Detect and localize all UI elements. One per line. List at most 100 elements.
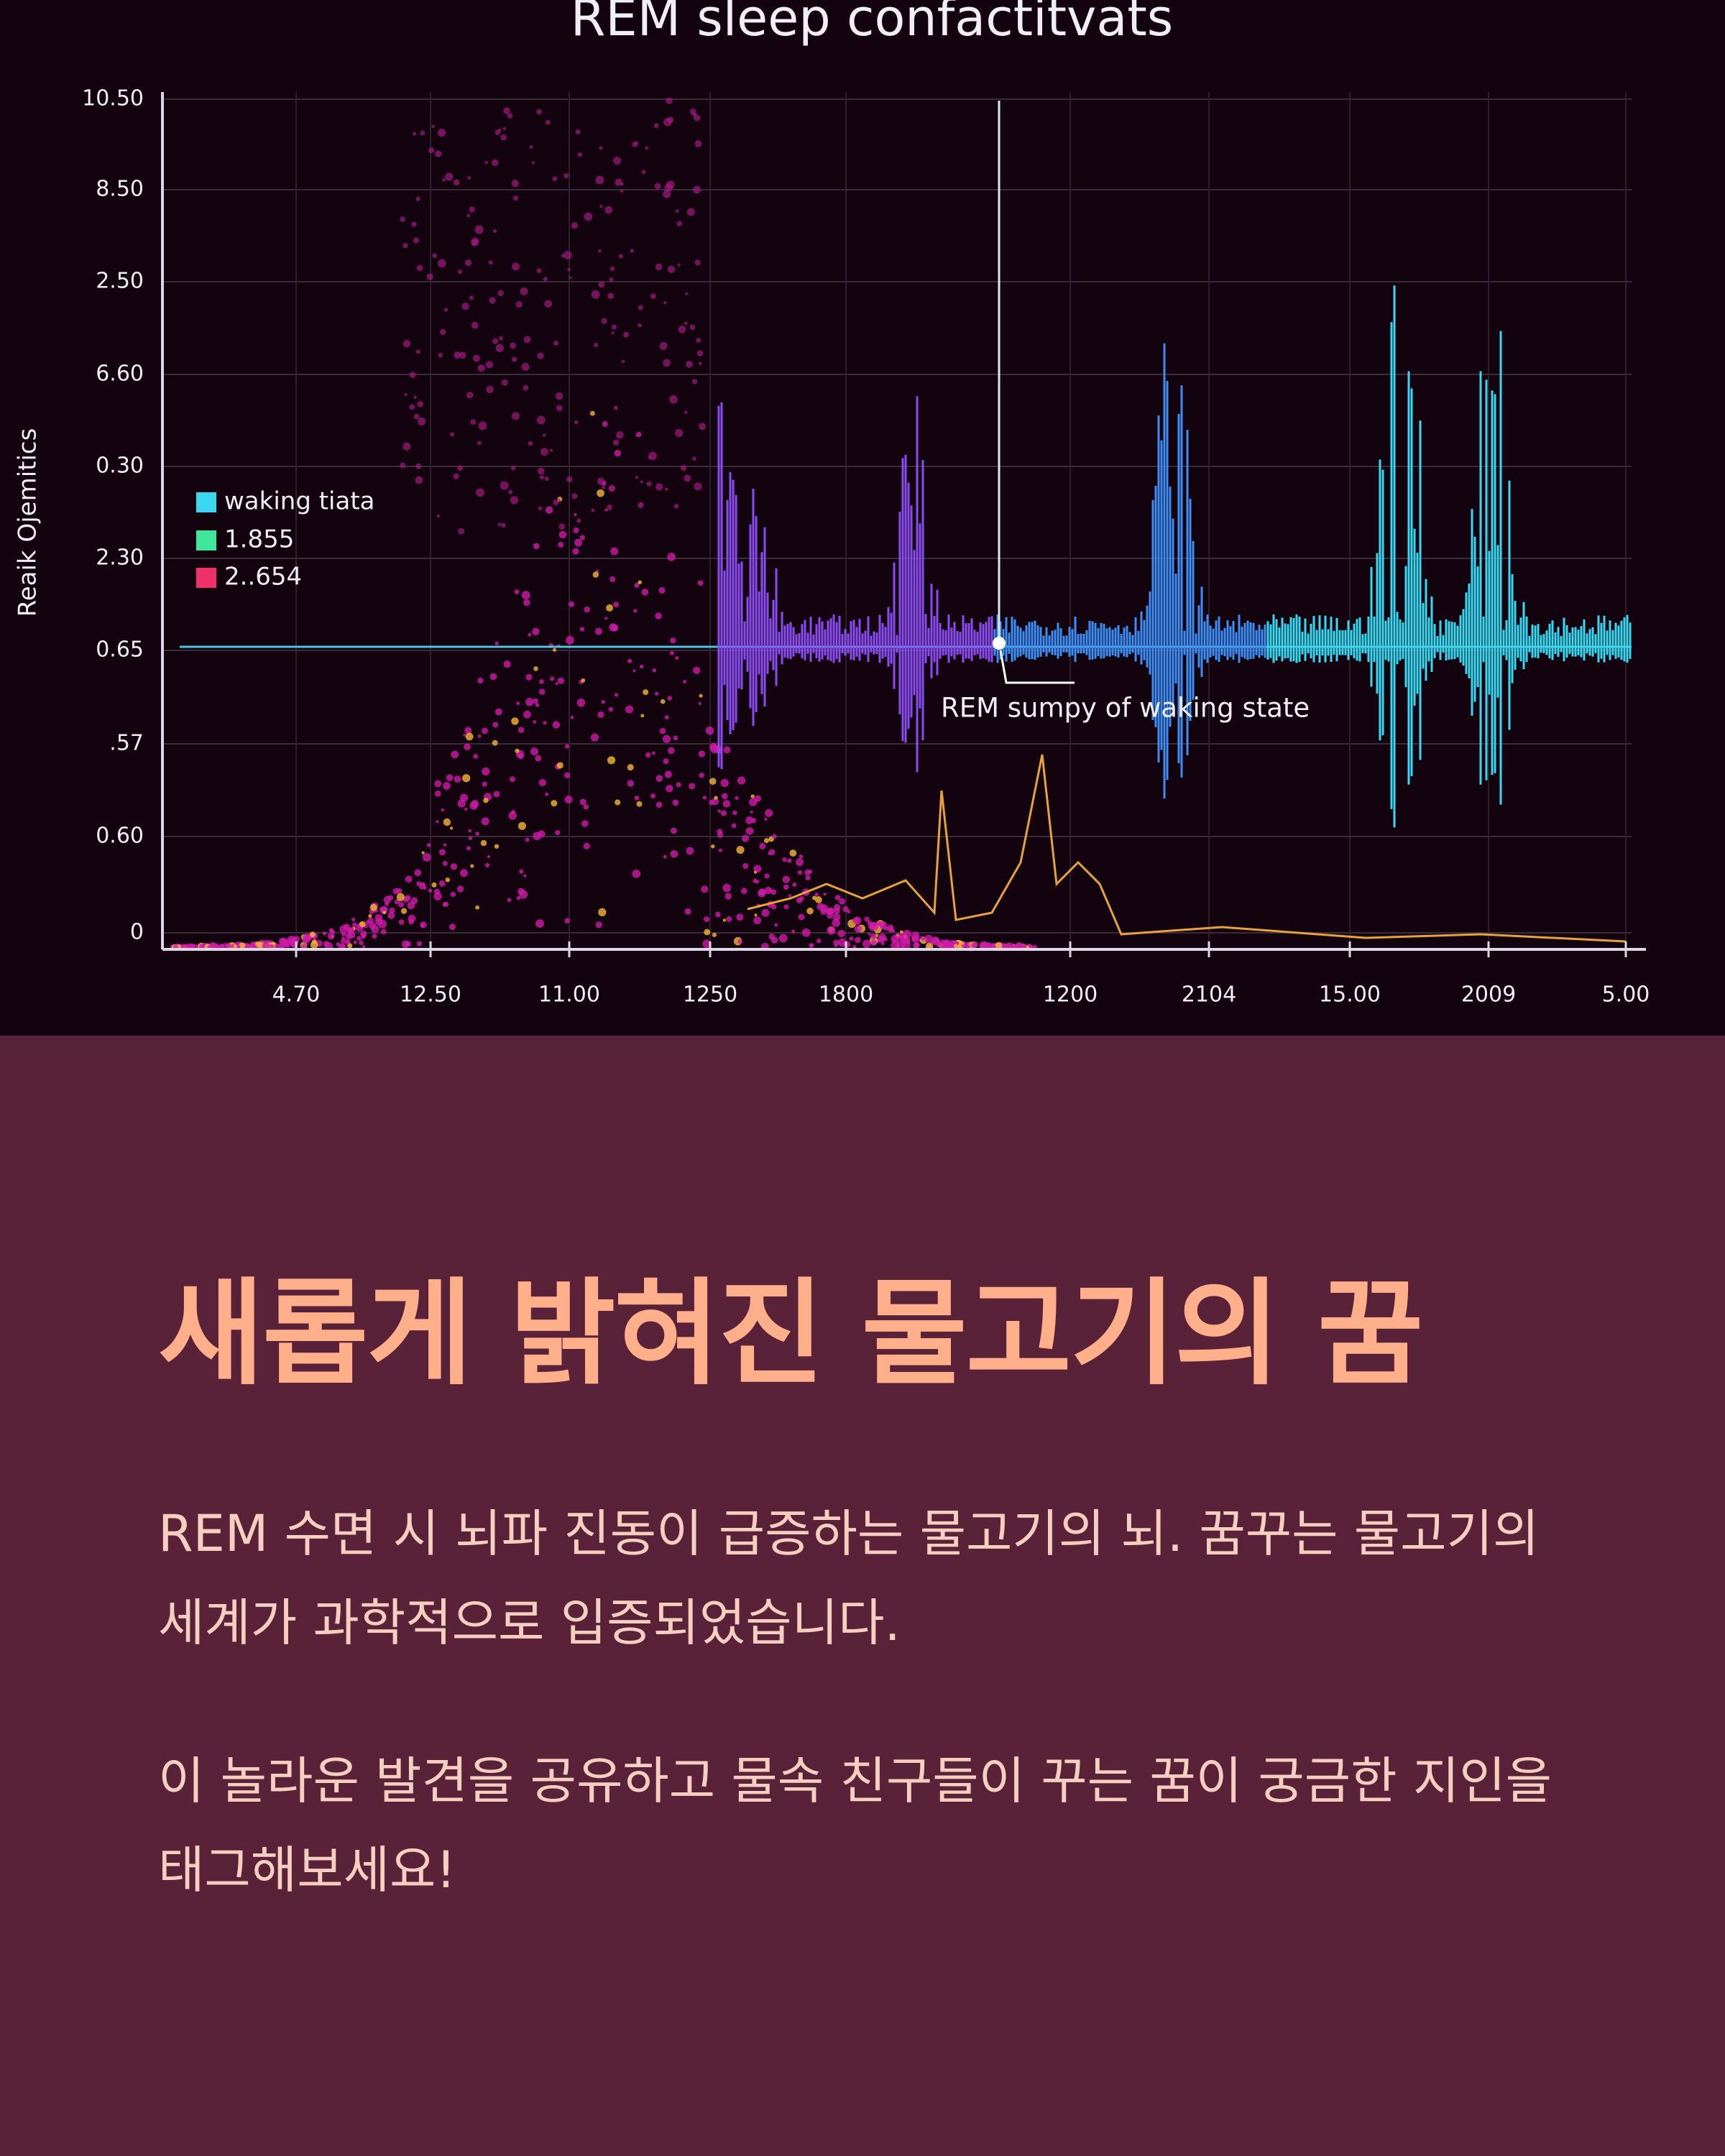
scatter-dot <box>599 204 603 208</box>
scatter-dot <box>415 349 420 354</box>
scatter-dot <box>523 336 531 344</box>
scatter-dot <box>615 178 622 186</box>
scatter-dot <box>446 774 454 782</box>
scatter-dot <box>493 791 500 798</box>
scatter-dot <box>494 708 502 716</box>
scatter-dot <box>535 755 542 762</box>
scatter-dot <box>470 864 474 868</box>
scatter-dot <box>753 865 762 873</box>
scatter-dot <box>428 888 433 893</box>
scatter-dot <box>269 944 275 949</box>
scatter-dot <box>686 847 694 855</box>
scatter-dot <box>485 361 493 369</box>
scatter-dot <box>486 385 494 394</box>
scatter-dot <box>549 448 553 452</box>
scatter-dot <box>538 830 546 838</box>
scatter-dot <box>676 782 681 788</box>
scatter-dot <box>341 936 345 940</box>
scatter-dot <box>575 129 581 135</box>
scatter-dot <box>327 932 335 940</box>
scatter-dot <box>609 623 617 632</box>
scatter-dot <box>654 183 661 190</box>
scatter-dot <box>663 359 671 367</box>
scatter-dot <box>310 941 318 949</box>
scatter-dot <box>636 801 643 807</box>
scatter-dot <box>426 273 433 280</box>
scatter-dot <box>462 774 471 783</box>
scatter-dot <box>494 641 499 645</box>
scatter-dot <box>816 939 822 944</box>
scatter-dot <box>878 939 881 943</box>
scatter-dot <box>368 913 372 918</box>
scatter-dot <box>645 752 651 758</box>
scatter-dot <box>710 745 719 754</box>
scatter-dot <box>849 936 854 941</box>
scatter-dot <box>570 716 574 719</box>
scatter-dot <box>500 522 506 528</box>
scatter-dot <box>650 293 656 300</box>
scatter-dot <box>814 896 822 903</box>
scatter-dot <box>426 842 431 847</box>
scatter-dot <box>641 589 649 596</box>
scatter-dot <box>750 810 753 814</box>
scatter-dot <box>796 858 804 867</box>
scatter-dot <box>544 476 549 481</box>
scatter-dot <box>754 913 758 917</box>
scatter-dot <box>497 290 504 297</box>
scatter-dot <box>601 318 607 324</box>
scatter-dot <box>218 944 224 949</box>
scatter-dot <box>312 939 317 944</box>
pointer-dot <box>993 637 1006 650</box>
scatter-dot <box>639 664 644 669</box>
scatter-dot <box>789 849 797 857</box>
scatter-dot <box>468 836 473 840</box>
scatter-dot <box>806 907 814 915</box>
scatter-dot <box>663 758 669 765</box>
scatter-dot <box>411 221 417 227</box>
scatter-dot <box>408 918 414 925</box>
scatter-dot <box>346 940 350 944</box>
scatter-dot <box>323 941 329 947</box>
scatter-dot <box>632 669 636 673</box>
scatter-dot <box>611 324 617 330</box>
scatter-dot <box>442 902 448 907</box>
scatter-dot <box>796 897 803 904</box>
scatter-dot <box>359 921 366 928</box>
y-tick-label: 2.50 <box>96 269 144 294</box>
scatter-dot <box>436 820 439 824</box>
scatter-dot <box>518 753 524 760</box>
scatter-dot <box>801 928 811 937</box>
x-tick-label: 4.70 <box>272 982 321 1008</box>
scatter-dot <box>655 612 662 619</box>
scatter-dot <box>409 404 415 410</box>
scatter-dot <box>870 939 878 946</box>
scatter-dot <box>701 885 709 893</box>
scatter-dot <box>696 338 702 343</box>
scatter-dot <box>564 772 571 778</box>
scatter-dot <box>592 571 599 578</box>
scatter-dot <box>398 919 405 925</box>
paragraph: REM 수면 시 뇌파 진동이 급증하는 물고기의 뇌. 꿈꾸는 물고기의 세계… <box>158 1504 1540 1652</box>
scatter-dot <box>515 748 520 753</box>
scatter-dot <box>618 254 623 259</box>
scatter-dot <box>686 208 695 216</box>
scatter-dot <box>715 911 721 918</box>
scatter-dot <box>437 128 446 137</box>
scatter-dot <box>675 655 679 660</box>
scatter-dot <box>884 926 889 931</box>
scatter-dot <box>635 476 639 479</box>
scatter-dot <box>463 733 466 737</box>
scatter-dot <box>438 352 443 358</box>
scatter-dot <box>440 328 446 336</box>
y-tick-label: 8.50 <box>96 177 144 202</box>
scatter-dot <box>704 929 711 936</box>
scatter-dot <box>413 413 420 420</box>
legend-swatch <box>196 568 216 588</box>
scatter-dot <box>638 502 644 509</box>
scatter-dot <box>544 300 553 308</box>
scatter-dot <box>523 599 530 607</box>
scatter-dot <box>421 851 425 854</box>
scatter-dot <box>634 583 640 589</box>
scatter-dot <box>768 849 776 856</box>
